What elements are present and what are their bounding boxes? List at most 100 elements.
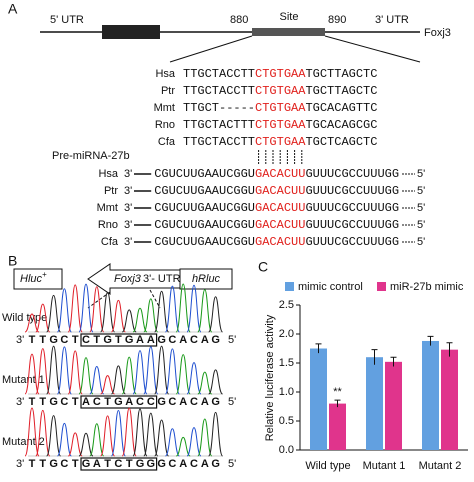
base-letter: C [60,458,68,470]
base-letter: C [60,334,68,346]
sequence: CGUCUUGAAUCGGUGACACUUGUUUCGCCUUUGG [154,218,399,232]
seq-site: GACACUU [255,184,305,198]
trace-peak [164,428,180,457]
trace-peak [208,369,224,395]
base-letter: T [115,334,122,346]
error-bar [446,342,453,357]
trace-peak [56,288,72,333]
significance: ** [333,386,342,398]
trace-peak [175,283,191,333]
seq-site: GACACUU [255,201,305,215]
seq-flank: TTGCTACCTT [183,135,255,149]
trace-peak [132,408,148,457]
base-letter: A [179,334,187,346]
base-letter: G [211,396,220,408]
species-label: Cfa [158,136,176,148]
end-label: 5' [228,458,236,470]
base-letter: C [190,396,198,408]
trace-peak [121,309,137,333]
base-letter: G [211,334,220,346]
base-letter: G [157,458,166,470]
base-letter: T [93,334,100,346]
trace-peak [164,348,180,395]
seq-site: GACACUU [255,218,305,232]
trace-peak [132,307,148,333]
trace-peak [154,290,170,333]
end-label: 3' [16,458,24,470]
legend-label: miR-27b mimic [390,281,464,293]
trace-peak [175,354,191,395]
base-letter: T [29,396,36,408]
species-label: Hsa [98,168,118,180]
error-bar [371,349,378,365]
trace-peak [89,365,105,395]
seq-flank: CGUCUUGAAUCGGU [154,235,255,249]
end-label: 3' [124,236,132,248]
trace-peak [197,371,213,395]
base-letter: A [201,334,209,346]
base-letter: A [201,396,209,408]
end-label: 3' [16,334,24,346]
base-letter: G [49,334,58,346]
site-end: 890 [328,14,346,26]
seq-flank: TGCTTAGCTC [305,84,377,98]
seq-site: CTGTGAA [255,67,306,81]
end-label: 3' [124,168,132,180]
base-letter: C [168,458,176,470]
trace-peak [121,407,137,457]
error-bar [334,399,341,408]
error-bar [427,335,434,346]
seq-flank: TTGCT----- [183,101,255,115]
y-tick-label: 0.0 [279,444,294,456]
end-label: 5' [417,219,425,231]
zoom-line [324,35,421,63]
base-letter: T [72,396,79,408]
seq-flank: TGCACAGCGC [305,118,377,132]
panel-label: B [8,253,17,269]
trace-peak [197,289,213,333]
base-letter: A [93,458,101,470]
trace-peak [35,409,51,457]
hluc-label: Hluc+ [20,270,47,285]
sequence: TTGCTACTTTCTGTGAATGCACAGCGC [183,118,377,132]
base-letter: G [103,334,112,346]
seq-site: CTGTGAA [255,101,306,115]
legend-swatch [377,282,386,291]
base-letter: C [168,334,176,346]
trace-peak [24,407,40,457]
base-letter: T [72,334,79,346]
base-letter: A [179,458,187,470]
seq-flank: TGCTTAGCTC [305,67,377,81]
trace-peak [100,291,116,333]
hluc-text: Hluc [20,273,43,285]
base-letter: C [82,334,90,346]
base-letter: T [126,458,133,470]
bar [366,357,383,450]
trace-peak [56,422,72,457]
trace-peak [143,298,159,333]
trace-peak [154,419,170,457]
sequence: TTGCTACCTTCTGTGAATGCTTAGCTC [183,67,377,81]
base-letter: A [82,396,90,408]
seq-flank: CGUCUUGAAUCGGU [154,201,255,215]
y-tick-label: 2.5 [279,299,294,311]
legend-label: mimic control [298,281,363,293]
trace-peak [78,357,94,395]
species-label: Mmt [154,102,175,114]
species-label: Mmt [97,202,118,214]
hluc-box [13,268,63,290]
mirna-label: Pre-miRNA-27b [52,150,130,162]
trace-peak [197,418,213,457]
utr-label: 3'- UTR [143,273,181,285]
base-letter: A [136,334,144,346]
base-letter: C [190,334,198,346]
gene-name: Foxj3 [424,27,451,39]
trace-peak [46,294,62,333]
base-letter: G [147,458,156,470]
trace-peak [56,346,72,395]
end-label: 5' [417,236,425,248]
sequence: TTGCTACCTTCTGTGAATGCTTAGCTC [183,84,377,98]
base-letter: T [104,396,111,408]
trace-peak [89,286,105,333]
